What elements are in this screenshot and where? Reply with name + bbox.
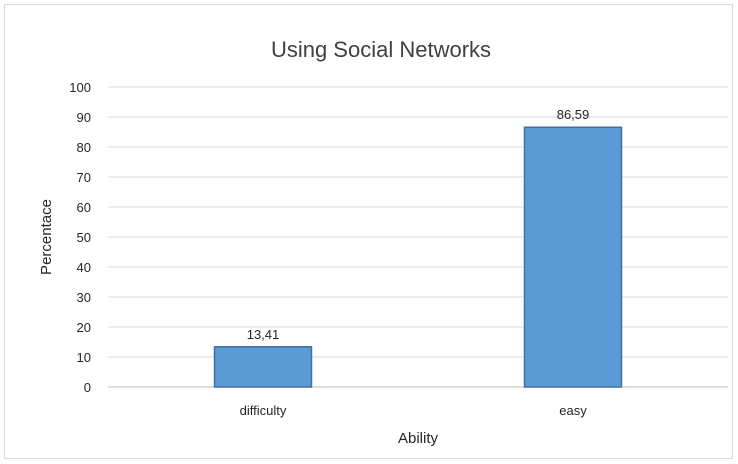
x-tick-label-difficulty: difficulty <box>240 403 287 418</box>
data-label-difficulty: 13,41 <box>247 327 280 342</box>
data-label-easy: 86,59 <box>557 107 590 122</box>
y-tick-label: 70 <box>77 170 91 185</box>
y-tick-label: 80 <box>77 140 91 155</box>
y-tick-label: 50 <box>77 230 91 245</box>
y-tick-label: 0 <box>84 380 91 395</box>
x-axis-ticks: difficulty easy <box>240 403 588 418</box>
y-tick-label: 40 <box>77 260 91 275</box>
y-tick-label: 30 <box>77 290 91 305</box>
data-labels: 13,41 86,59 <box>247 107 590 342</box>
y-tick-label: 90 <box>77 110 91 125</box>
bars <box>213 126 623 388</box>
y-axis-title: Percentace <box>38 199 55 275</box>
x-axis-title: Ability <box>398 430 439 447</box>
x-tick-label-easy: easy <box>559 403 587 418</box>
bar-difficulty <box>213 346 313 388</box>
y-axis-ticks: 0 10 20 30 40 50 60 70 80 90 100 <box>69 80 91 395</box>
bar-easy <box>523 126 623 388</box>
chart-title: Using Social Networks <box>271 37 491 62</box>
y-tick-label: 20 <box>77 320 91 335</box>
y-tick-label: 60 <box>77 200 91 215</box>
y-tick-label: 10 <box>77 350 91 365</box>
y-tick-label: 100 <box>69 80 91 95</box>
gridlines <box>108 86 728 388</box>
